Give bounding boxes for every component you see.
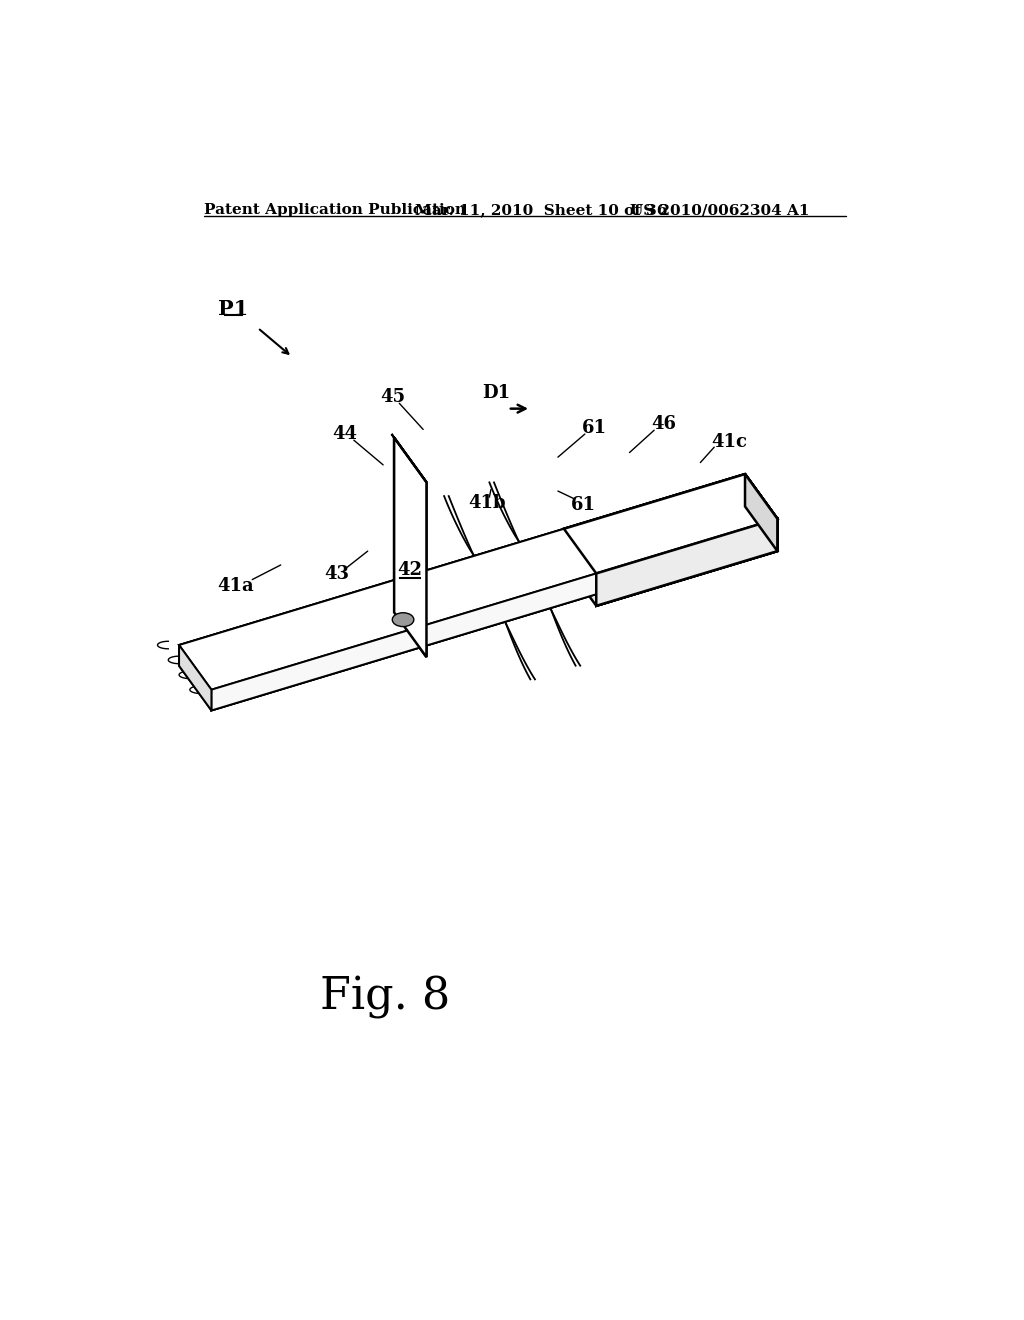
Polygon shape [391, 434, 426, 482]
Text: 41a: 41a [217, 577, 254, 595]
Text: D1: D1 [482, 384, 510, 403]
Text: 41b: 41b [468, 495, 506, 512]
Polygon shape [211, 519, 777, 710]
Text: 45: 45 [380, 388, 404, 407]
Polygon shape [179, 474, 777, 689]
Text: P1: P1 [218, 298, 248, 318]
Polygon shape [564, 474, 777, 573]
Text: 44: 44 [332, 425, 357, 444]
Text: 43: 43 [325, 565, 349, 583]
Polygon shape [211, 519, 777, 710]
Text: 42: 42 [397, 561, 423, 579]
Polygon shape [179, 645, 211, 710]
Polygon shape [596, 519, 777, 606]
Polygon shape [394, 438, 426, 657]
Ellipse shape [392, 612, 414, 627]
Text: 61: 61 [570, 496, 596, 513]
Polygon shape [179, 474, 777, 689]
Polygon shape [564, 474, 777, 573]
Polygon shape [179, 645, 211, 710]
Polygon shape [564, 507, 777, 606]
Ellipse shape [392, 612, 414, 627]
Polygon shape [596, 519, 777, 606]
Text: Fig. 8: Fig. 8 [319, 975, 450, 1019]
Text: Patent Application Publication: Patent Application Publication [204, 203, 466, 216]
Polygon shape [745, 474, 777, 552]
Polygon shape [391, 434, 426, 482]
Polygon shape [745, 474, 777, 552]
Polygon shape [596, 519, 777, 606]
Polygon shape [394, 438, 426, 657]
Polygon shape [564, 474, 777, 573]
Polygon shape [745, 474, 777, 552]
Text: Mar. 11, 2010  Sheet 10 of 36: Mar. 11, 2010 Sheet 10 of 36 [416, 203, 668, 216]
Text: US 2010/0062304 A1: US 2010/0062304 A1 [630, 203, 809, 216]
Text: 41c: 41c [712, 433, 748, 450]
Text: 61: 61 [582, 418, 606, 437]
Polygon shape [179, 474, 777, 689]
Polygon shape [211, 519, 777, 710]
Text: 46: 46 [651, 414, 676, 433]
